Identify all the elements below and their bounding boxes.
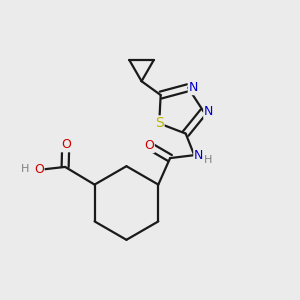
Text: N: N bbox=[204, 105, 214, 118]
Text: H: H bbox=[204, 155, 213, 166]
Text: S: S bbox=[155, 116, 164, 130]
Text: O: O bbox=[144, 139, 154, 152]
Text: N: N bbox=[194, 149, 204, 162]
Text: H: H bbox=[21, 164, 29, 174]
Text: N: N bbox=[189, 81, 198, 94]
Text: O: O bbox=[34, 163, 43, 176]
Text: O: O bbox=[61, 138, 71, 151]
